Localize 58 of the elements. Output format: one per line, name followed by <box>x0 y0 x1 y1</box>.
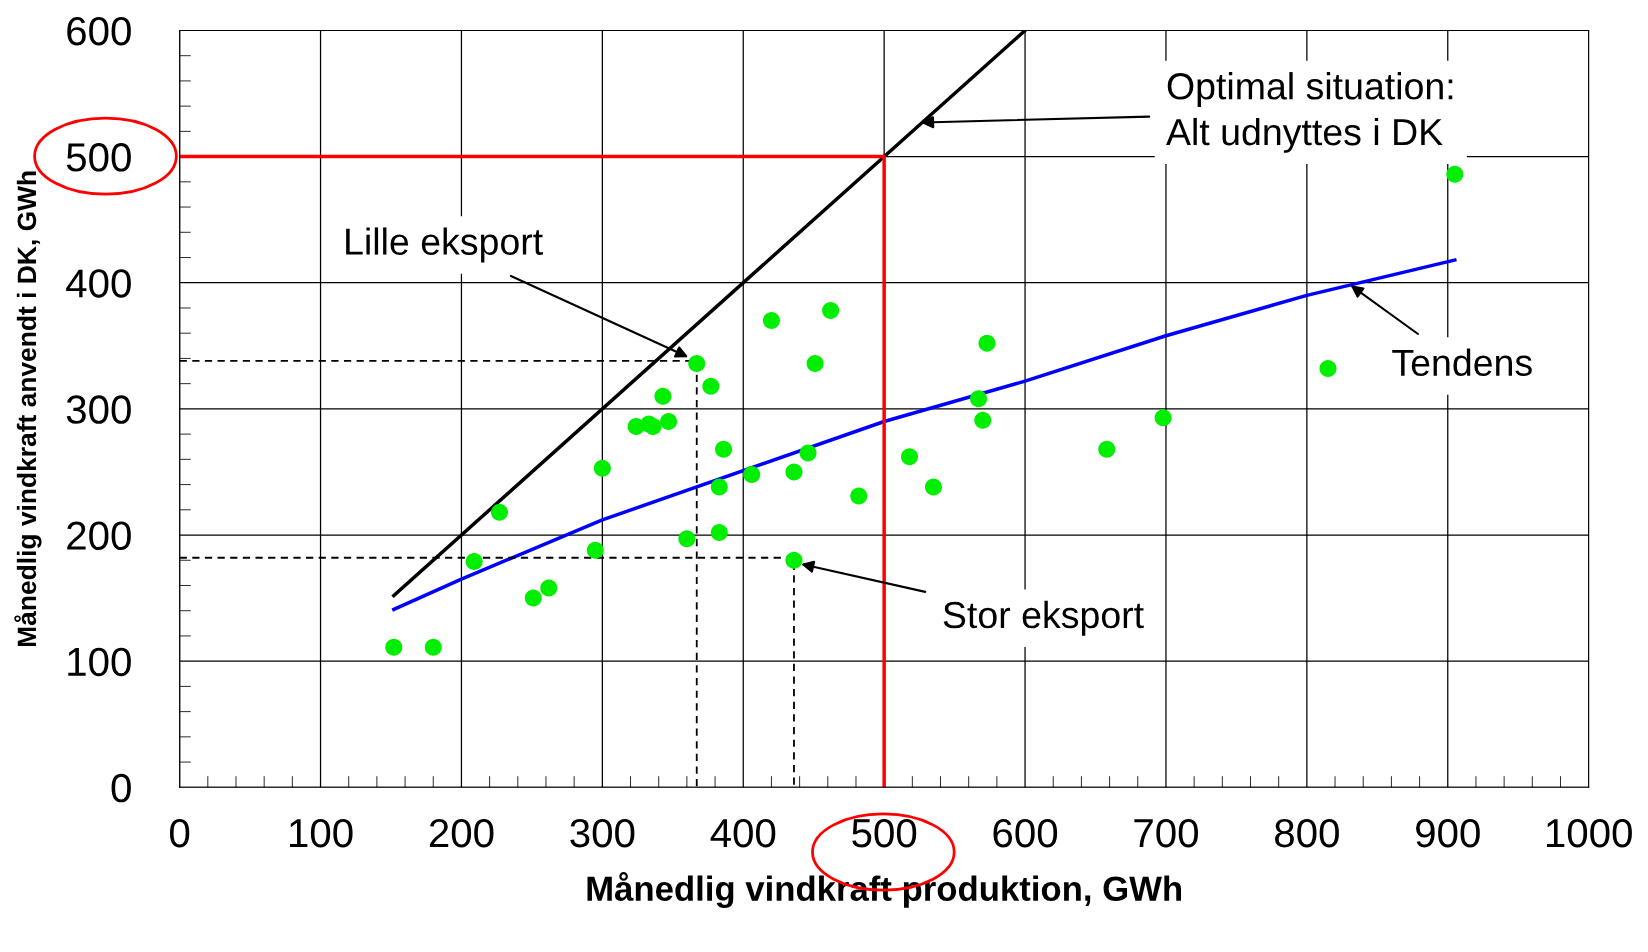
point <box>644 418 662 436</box>
point <box>654 387 672 405</box>
x-tick-label: 200 <box>429 818 494 848</box>
point <box>586 541 604 559</box>
x-tick-label: 600 <box>993 818 1058 848</box>
x-tick-label: 700 <box>1134 818 1198 848</box>
x-tick-label: 100 <box>290 818 353 848</box>
point <box>1319 360 1337 378</box>
point <box>715 440 733 458</box>
point <box>490 503 508 521</box>
point <box>1446 165 1464 183</box>
point <box>743 465 761 483</box>
point <box>974 411 992 429</box>
x-tick-label: 0 <box>170 818 190 848</box>
y-tick-label: 200 <box>67 521 131 551</box>
point <box>688 354 706 372</box>
point <box>1098 440 1116 458</box>
y-axis-title: Månedlig vindkraft anvendt i DK, GWh <box>14 171 42 647</box>
point <box>850 487 868 505</box>
point <box>924 478 942 496</box>
point <box>901 448 919 466</box>
annotation: Stor eksport <box>943 600 1144 636</box>
y-tick-label: 500 <box>66 143 131 172</box>
point <box>762 312 780 330</box>
point <box>785 551 803 569</box>
point <box>385 638 403 656</box>
point <box>806 354 824 372</box>
point <box>660 412 678 430</box>
point <box>702 377 720 395</box>
point <box>785 463 803 481</box>
point <box>710 524 728 542</box>
point <box>678 530 696 548</box>
y-tick-label: 0 <box>111 773 131 803</box>
annotation: Tendens <box>1392 348 1532 377</box>
point <box>593 459 611 477</box>
point <box>822 301 840 319</box>
x-tick-label: 300 <box>570 818 635 848</box>
y-tick-label: 400 <box>66 269 131 298</box>
x-tick-label: 900 <box>1416 818 1480 848</box>
point <box>970 390 988 408</box>
point <box>424 638 442 656</box>
x-tick-label: 1000 <box>1546 818 1632 848</box>
point <box>799 444 817 462</box>
y-tick-label: 600 <box>67 16 131 46</box>
y-tick-label: 300 <box>66 395 131 424</box>
point <box>540 579 558 597</box>
x-axis-title: Månedlig vindkraft produktion, GWh <box>587 872 1182 908</box>
annotation: Lille eksport <box>346 227 543 263</box>
x-tick-label: 400 <box>710 818 776 848</box>
point <box>710 478 728 496</box>
x-tick-label: 800 <box>1275 818 1339 848</box>
x-tick-label: 500 <box>852 818 917 848</box>
y-tick-label: 100 <box>68 647 131 677</box>
annotation: Optimal situation: Alt udnyttes i DK <box>1166 72 1453 153</box>
point <box>465 553 483 571</box>
point <box>524 589 542 607</box>
point <box>1154 409 1172 427</box>
point <box>978 334 996 352</box>
